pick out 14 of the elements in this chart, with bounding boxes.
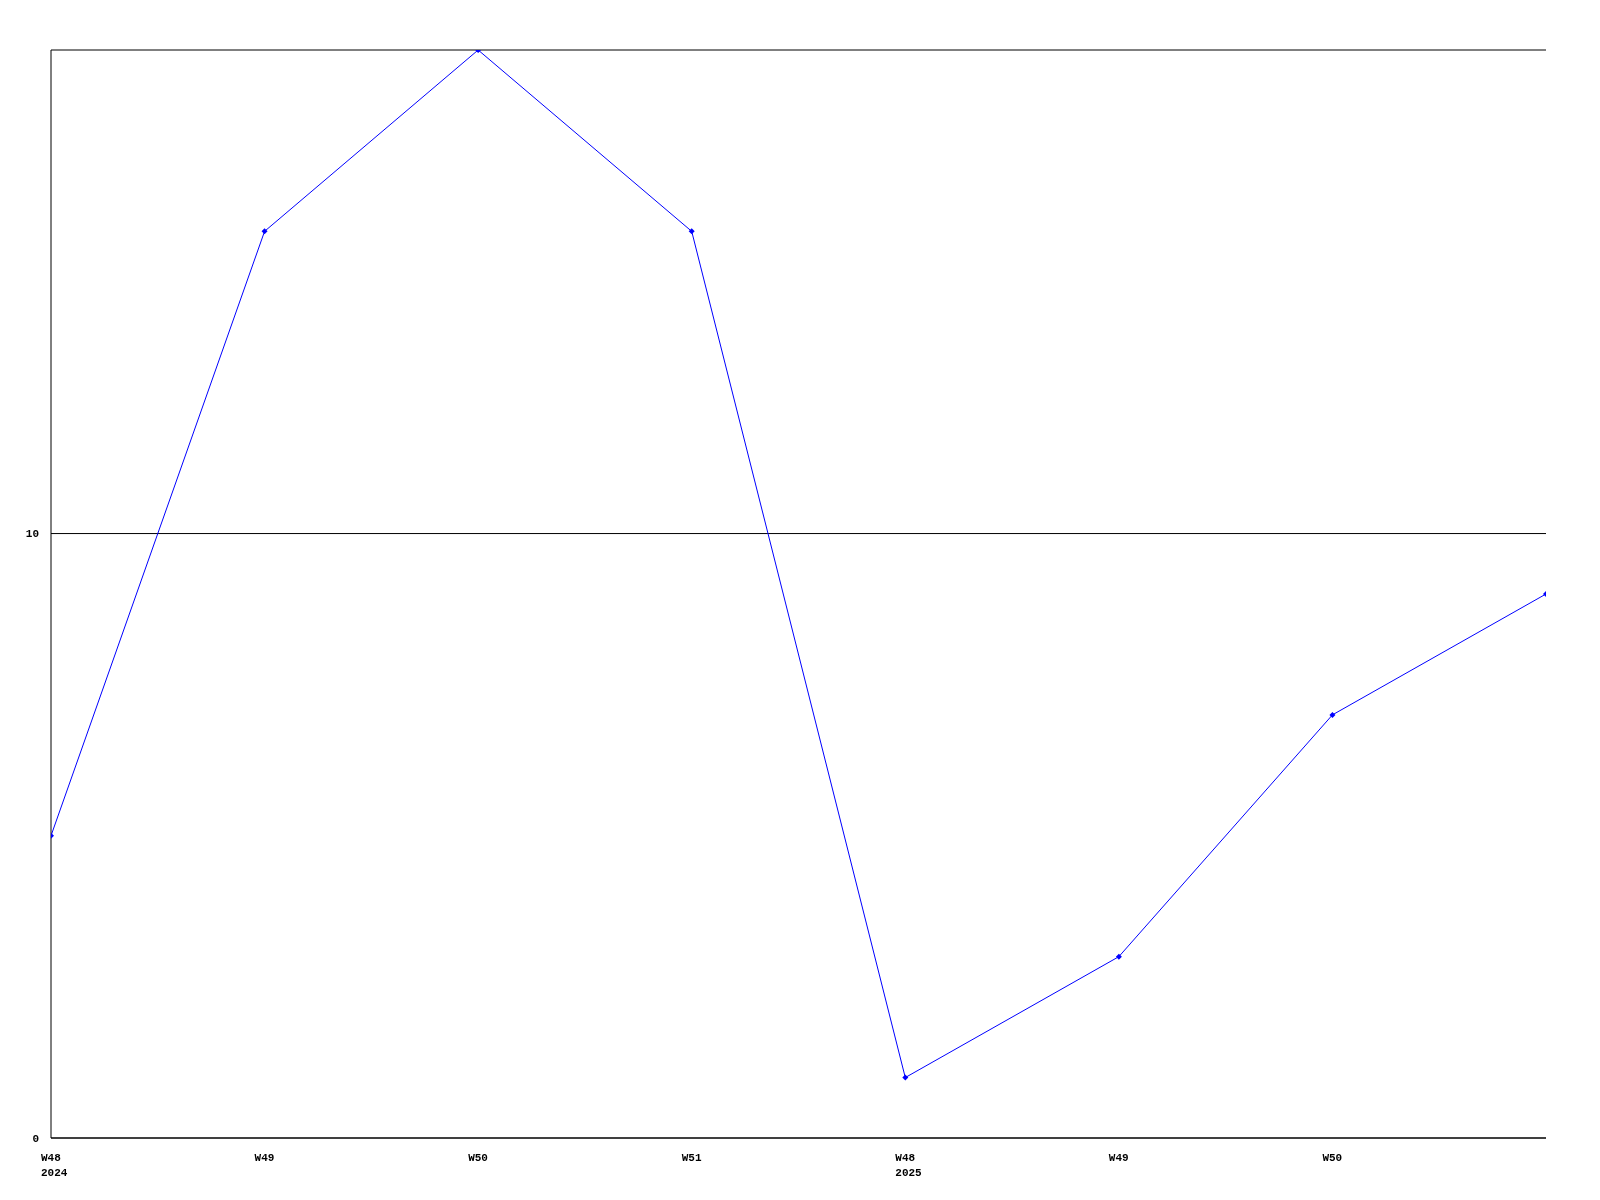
x-tick-label: W50 (468, 1152, 488, 1164)
point (1329, 711, 1336, 718)
x-tick-label: W51 (681, 1152, 702, 1164)
point (1115, 953, 1122, 960)
x-tick-label: W48 2025 (895, 1152, 923, 1179)
x-tick-label: W50 (1322, 1152, 1343, 1164)
point (261, 228, 268, 235)
y-tick-label: 0 (32, 1132, 39, 1145)
point (902, 1074, 909, 1081)
x-tick-label: W48 2024 (41, 1152, 68, 1179)
x-tick-label: W49 (1108, 1152, 1129, 1164)
y-tick-label: 10 (25, 528, 39, 541)
x-tick-label: W49 (254, 1152, 275, 1164)
point (688, 228, 695, 235)
